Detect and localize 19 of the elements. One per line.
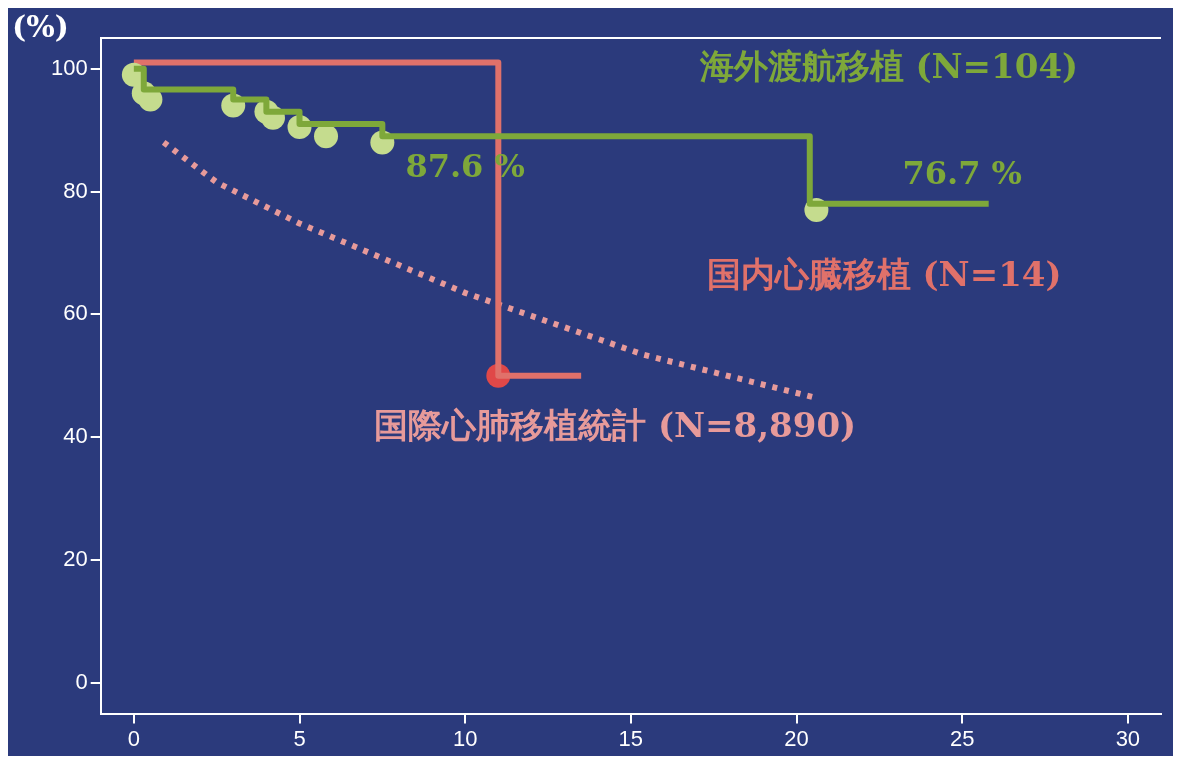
y-tick-label: 60 [63, 300, 88, 326]
y-tick-label: 40 [63, 423, 88, 449]
x-tick-label: 10 [452, 725, 478, 751]
annotation: 76.7 % [902, 153, 1022, 192]
text: 国内心臓移植 (N=14) [706, 254, 1062, 295]
x-tick-label: 30 [1115, 725, 1141, 751]
x-tick-label: 0 [127, 725, 140, 751]
y-tick-label: 20 [63, 546, 88, 572]
x-tick-label: 15 [618, 725, 644, 751]
series-label: 国際心肺移植統計 (N=8,890) [374, 404, 857, 445]
point [314, 124, 339, 149]
x-tick-label: 25 [949, 725, 975, 751]
y-axis-title: (%) [12, 8, 69, 44]
y-tick-label: 80 [63, 177, 88, 203]
y-tick-label: 0 [75, 668, 88, 694]
x-tick-label: 5 [293, 725, 306, 751]
series-label: 海外渡航移植 (N=104) [698, 45, 1079, 86]
x-tick-label: 20 [784, 725, 809, 751]
y-tick-label: 100 [50, 54, 88, 80]
